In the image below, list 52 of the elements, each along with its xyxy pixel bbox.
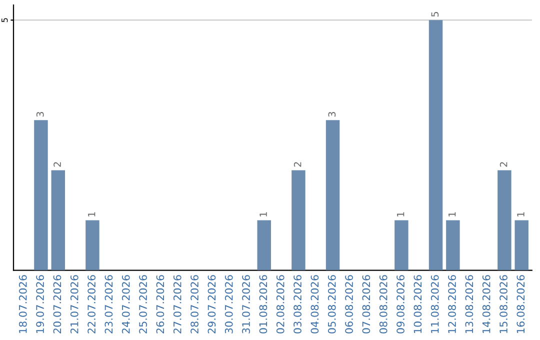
x-tick-label: 28.07.2026 bbox=[190, 275, 198, 334]
x-tick-label: 19.07.2026 bbox=[36, 275, 44, 333]
x-tick-label: 11.08.2026 bbox=[430, 275, 439, 333]
x-tick-label: 07.08.2026 bbox=[362, 275, 370, 334]
bar bbox=[446, 220, 460, 270]
data-label: 2 bbox=[54, 162, 61, 167]
data-label: 3 bbox=[328, 112, 336, 117]
x-tick-label: 18.07.2026 bbox=[18, 275, 27, 333]
x-tick-label: 15.08.2026 bbox=[500, 275, 508, 333]
x-tick-label: 31.07.2026 bbox=[242, 275, 250, 334]
x-tick-label: 02.08.2026 bbox=[276, 275, 284, 334]
x-tick-label: 16.08.2026 bbox=[516, 275, 525, 333]
bar bbox=[292, 170, 306, 270]
x-tick-label: 24.07.2026 bbox=[122, 275, 130, 334]
x-tick-label: 09.08.2026 bbox=[396, 275, 404, 334]
x-tick-label: 22.07.2026 bbox=[88, 275, 96, 334]
x-tick-label: 10.08.2026 bbox=[414, 275, 422, 333]
x-tick-label: 26.07.2026 bbox=[156, 275, 164, 334]
x-tick-label: 23.07.2026 bbox=[104, 275, 113, 334]
bar bbox=[326, 120, 340, 270]
x-tick-label: 08.08.2026 bbox=[379, 275, 388, 334]
data-label: 3 bbox=[36, 112, 44, 117]
x-tick-label: 29.07.2026 bbox=[208, 275, 216, 334]
data-label: 1 bbox=[397, 212, 404, 216]
x-tick-label: 21.07.2026 bbox=[70, 275, 78, 334]
bar bbox=[51, 170, 65, 270]
x-tick-label: 05.08.2026 bbox=[328, 275, 336, 334]
x-tick-label: 25.07.2026 bbox=[139, 275, 147, 334]
data-label: 1 bbox=[260, 212, 267, 216]
x-tick-label: 27.07.2026 bbox=[173, 275, 182, 334]
data-label: 1 bbox=[448, 212, 456, 216]
data-label: 2 bbox=[294, 162, 302, 167]
bar bbox=[498, 170, 512, 270]
data-label: 1 bbox=[88, 212, 96, 216]
x-tick-label: 03.08.2026 bbox=[294, 275, 302, 334]
bar bbox=[428, 20, 443, 270]
x-tick-label: 06.08.2026 bbox=[345, 275, 353, 334]
x-tick-label: 20.07.2026 bbox=[53, 275, 62, 334]
data-label: 2 bbox=[500, 162, 508, 167]
x-tick-label: 04.08.2026 bbox=[310, 275, 319, 334]
x-tick-label: 12.08.2026 bbox=[448, 275, 456, 333]
bar bbox=[514, 220, 528, 270]
x-tick-label: 14.08.2026 bbox=[482, 275, 490, 333]
data-label: 5 bbox=[431, 12, 439, 17]
bar bbox=[257, 220, 271, 270]
bar bbox=[86, 220, 100, 270]
x-tick-label: 30.07.2026 bbox=[224, 275, 233, 334]
x-tick-label: 13.08.2026 bbox=[465, 275, 474, 333]
bar bbox=[34, 120, 48, 270]
data-label: 1 bbox=[517, 212, 524, 216]
bar bbox=[394, 220, 408, 270]
x-tick-label: 01.08.2026 bbox=[259, 275, 268, 334]
